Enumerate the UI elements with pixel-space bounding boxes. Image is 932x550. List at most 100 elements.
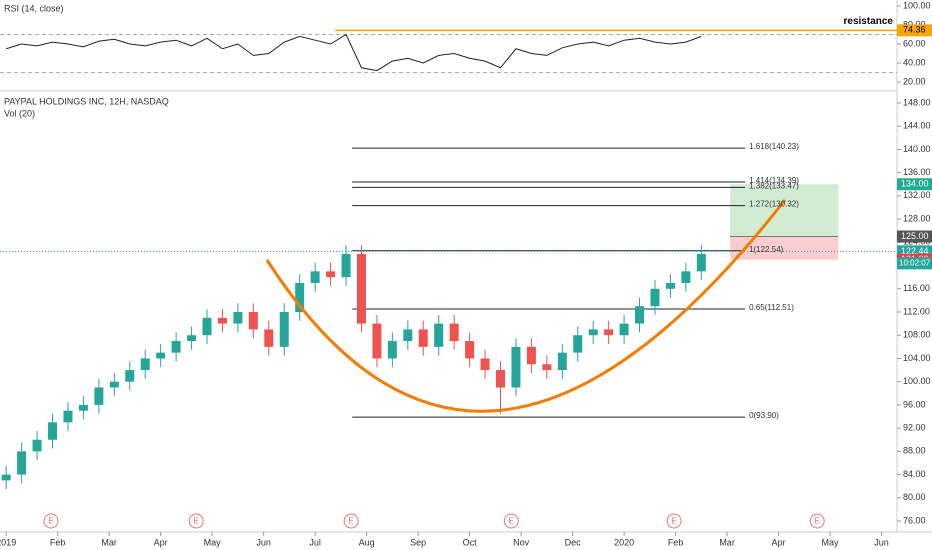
earnings-label: E — [509, 517, 514, 526]
candle-body — [403, 329, 413, 342]
price-tag — [897, 230, 932, 243]
x-tick-label: Sep — [410, 537, 426, 547]
earnings-label: E — [815, 517, 820, 526]
candle-body — [557, 352, 567, 371]
candle-body — [248, 312, 258, 330]
candle-body — [681, 271, 691, 283]
candle-body — [356, 253, 366, 324]
rsi-line — [6, 33, 702, 72]
earnings-marker — [343, 513, 359, 529]
x-tick-label: Mar — [719, 537, 735, 547]
earnings-marker — [666, 513, 682, 529]
rsi-title: RSI (14, close) — [4, 3, 64, 13]
candle-body — [125, 370, 135, 382]
y-tick-label: 104.00 — [903, 353, 931, 363]
candle-body — [187, 335, 197, 342]
resistance-label: 74.36 — [903, 25, 926, 35]
y-tick-label: 80.00 — [903, 492, 926, 502]
candle-body — [233, 312, 243, 324]
candle-body — [573, 335, 583, 353]
volume-title: Vol (20) — [4, 108, 35, 118]
target-zone — [730, 184, 839, 237]
x-tick-label: Apr — [154, 537, 168, 547]
earnings-marker — [809, 513, 825, 529]
candle-body — [387, 341, 397, 359]
x-tick-label: Oct — [463, 537, 478, 547]
candle-body — [217, 317, 227, 324]
earnings-marker — [43, 513, 59, 529]
earnings-label: E — [48, 517, 53, 526]
candle-body — [650, 288, 660, 307]
candle-body — [63, 410, 73, 423]
candle-body — [665, 282, 675, 289]
candle-body — [310, 271, 320, 283]
y-tick-label: 132.00 — [903, 190, 931, 200]
y-tick-label: 60.00 — [903, 38, 926, 48]
candle-body — [171, 341, 181, 353]
candle-body — [480, 358, 490, 371]
candle-body — [418, 329, 428, 347]
earnings-marker — [188, 513, 204, 529]
fib-label: 1.272(130.32) — [749, 200, 799, 209]
candle-body — [696, 253, 706, 272]
candle-body — [434, 323, 444, 347]
y-tick-label: 100.00 — [903, 376, 931, 386]
fib-label: 1(122.54) — [749, 245, 784, 254]
x-tick-label: Aug — [359, 537, 375, 547]
x-tick-label: Jun — [874, 537, 889, 547]
y-tick-label: 108.00 — [903, 330, 931, 340]
resistance-text: resistance — [844, 16, 894, 27]
candle-body — [94, 387, 104, 405]
earnings-label: E — [349, 517, 354, 526]
candle-body — [32, 439, 42, 452]
x-tick-label: Jul — [309, 537, 321, 547]
candle-body — [588, 329, 598, 336]
x-tick-label: 2020 — [614, 537, 634, 547]
y-tick-label: 84.00 — [903, 469, 926, 479]
y-tick-label: 144.00 — [903, 121, 931, 131]
x-tick-label: Nov — [513, 537, 530, 547]
resistance-tag — [897, 24, 932, 37]
fib-label: 1.382(133.47) — [749, 181, 799, 190]
candle-body — [635, 306, 645, 324]
x-tick-label: Mar — [101, 537, 117, 547]
candle-body — [48, 422, 58, 440]
candle-body — [295, 282, 305, 312]
candle-body — [156, 352, 166, 359]
fib-label: 1.618(140.23) — [749, 142, 799, 151]
y-tick-label: 76.00 — [903, 515, 926, 525]
candle-body — [511, 346, 521, 388]
y-tick-label: 100.00 — [903, 0, 931, 10]
candle-body — [542, 364, 552, 371]
candle-body — [465, 341, 475, 359]
stop-zone — [730, 236, 839, 260]
price-tag-label: 122.44 — [901, 246, 929, 256]
candle-body — [202, 317, 212, 336]
y-tick-label: 96.00 — [903, 399, 926, 409]
candle-body — [496, 370, 506, 388]
candle-body — [264, 329, 274, 347]
earnings-marker — [503, 513, 519, 529]
cup-curve — [265, 199, 787, 413]
earnings-label: E — [194, 517, 199, 526]
x-tick-label: Apr — [772, 537, 786, 547]
candle-body — [619, 323, 629, 336]
y-tick-label: 88.00 — [903, 446, 926, 456]
y-tick-label: 116.00 — [903, 283, 930, 293]
candle-body — [78, 404, 88, 411]
x-tick-label: Jun — [256, 537, 271, 547]
x-tick-label: Feb — [50, 537, 66, 547]
y-tick-label: 148.00 — [903, 97, 931, 107]
candle-body — [526, 346, 536, 365]
countdown: 10:02:07 — [899, 258, 931, 267]
candle-body — [1, 474, 11, 481]
candle-body — [372, 323, 382, 359]
candle-body — [449, 323, 459, 342]
x-tick-label: Dec — [565, 537, 582, 547]
fib-label: 0.65(112.51) — [749, 303, 794, 312]
y-tick-label: 20.00 — [903, 76, 926, 86]
x-tick-label: Feb — [668, 537, 684, 547]
candle-body — [109, 381, 119, 388]
candle-body — [17, 451, 27, 475]
